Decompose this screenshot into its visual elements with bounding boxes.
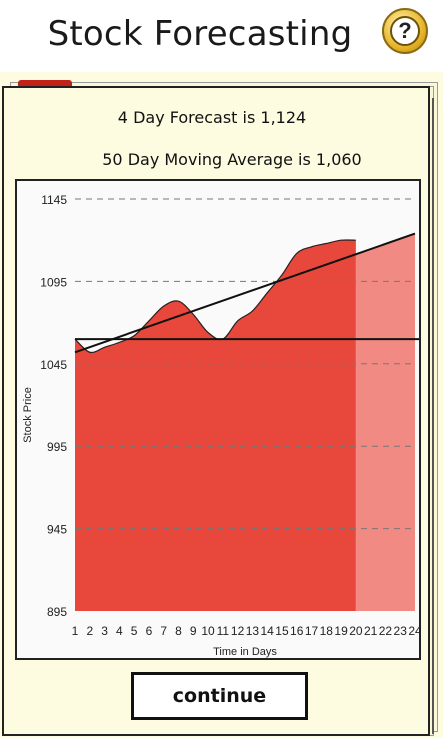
forecast-text: 4 Day Forecast is 1,124 [117, 108, 307, 127]
y-tick-label: 945 [47, 523, 67, 537]
help-question-icon: ? [390, 16, 420, 46]
price-line [74, 239, 356, 354]
forecast-area [355, 233, 415, 611]
x-tick-label: 10 [201, 624, 215, 638]
x-tick-label: 21 [364, 624, 378, 638]
x-tick-label: 6 [146, 624, 153, 638]
y-tick-label: 1095 [40, 275, 67, 289]
x-tick-label: 2 [86, 624, 93, 638]
card-tab-marker [18, 80, 72, 86]
x-tick-label: 20 [349, 624, 363, 638]
page-title: Stock Forecasting [47, 14, 353, 54]
help-button[interactable]: ? [382, 8, 428, 54]
stock-chart: 895 945 995 1045 1095 1145 1 2 3 4 5 6 7 8 9 10 11 12 13 14… [15, 179, 421, 660]
x-tick-label: 1 [72, 624, 79, 638]
x-tick-label: 11 [217, 624, 230, 638]
x-tick-label: 12 [231, 624, 245, 638]
y-axis-label: Stock Price [22, 387, 34, 443]
x-tick-label: 16 [290, 624, 304, 638]
x-tick-label: 15 [275, 624, 289, 638]
x-tick-label: 23 [394, 624, 408, 638]
x-tick-label: 17 [305, 624, 319, 638]
x-tick-label: 14 [260, 624, 274, 638]
x-axis-label: Time in Days [213, 646, 277, 658]
y-tick-label: 1145 [41, 193, 67, 207]
x-tick-label: 3 [101, 624, 108, 638]
x-tick-label: 4 [116, 624, 123, 638]
x-tick-label: 24 [408, 624, 419, 638]
x-tick-label: 8 [175, 624, 182, 638]
y-tick-label: 895 [47, 605, 67, 619]
x-tick-label: 18 [320, 624, 334, 638]
x-tick-label: 5 [131, 624, 138, 638]
x-tick-label: 13 [246, 624, 260, 638]
moving-average-text: 50 Day Moving Average is 1,060 [102, 150, 362, 169]
forecast-card: 4 Day Forecast is 1,124 50 Day Moving Av… [2, 86, 430, 736]
card-stack-edge [432, 98, 434, 734]
x-tick-label: 22 [379, 624, 393, 638]
x-tick-label: 7 [160, 624, 167, 638]
x-tick-label: 9 [190, 624, 197, 638]
trend-line [74, 232, 416, 354]
continue-button[interactable]: continue [131, 672, 308, 720]
y-tick-label: 995 [47, 440, 67, 454]
x-tick-label: 19 [334, 624, 348, 638]
price-area [75, 239, 356, 611]
y-tick-label: 1045 [40, 358, 67, 372]
